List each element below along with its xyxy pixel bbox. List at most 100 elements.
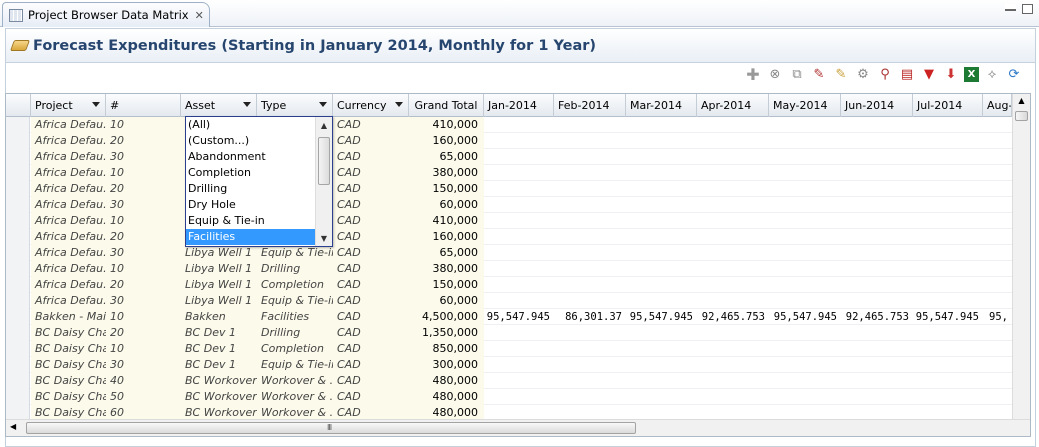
table-row[interactable]: Africa Defau... 30 Libya Well 1 Equip & Tie… (6, 293, 1012, 309)
cell-aug-2014[interactable] (983, 197, 1012, 213)
cell-mar-2014[interactable] (626, 261, 697, 277)
cell-apr-2014[interactable] (697, 293, 769, 309)
edit-icon[interactable]: ✎ (835, 66, 847, 82)
row-header[interactable] (6, 149, 30, 165)
cell-feb-2014[interactable] (554, 357, 626, 373)
cell-aug-2014[interactable] (983, 245, 1012, 261)
cell-feb-2014[interactable] (554, 277, 626, 293)
dropdown-option[interactable]: Completion (188, 166, 252, 179)
cell-number[interactable]: 20 (106, 181, 181, 197)
cell-type[interactable]: Completion (257, 277, 333, 293)
column-header-jan-2014[interactable]: Jan-2014 (484, 94, 554, 117)
cell-number[interactable]: 60 (106, 405, 181, 421)
table-row[interactable]: Africa Defau... 10 CAD 380,000 (6, 165, 1012, 181)
cell-currency[interactable]: CAD (333, 293, 409, 309)
cell-aug-2014[interactable] (983, 261, 1012, 277)
cell-type[interactable]: Workover & ... (257, 373, 333, 389)
cell-apr-2014[interactable] (697, 133, 769, 149)
cell-jul-2014[interactable] (913, 149, 983, 165)
cell-project[interactable]: Africa Defau... (31, 245, 106, 261)
table-row[interactable]: Africa Defau... 30 CAD 65,000 (6, 149, 1012, 165)
cell-currency[interactable]: CAD (333, 245, 409, 261)
cell-may-2014[interactable] (769, 197, 841, 213)
cell-feb-2014[interactable] (554, 213, 626, 229)
cell-jan-2014[interactable] (484, 181, 554, 197)
cell-currency[interactable]: CAD (333, 133, 409, 149)
cell-jul-2014[interactable] (913, 197, 983, 213)
column-header-jul-2014[interactable]: Jul-2014 (913, 94, 983, 117)
cell-currency[interactable]: CAD (333, 117, 409, 133)
cell-jun-2014[interactable] (841, 181, 913, 197)
cell-apr-2014[interactable] (697, 277, 769, 293)
cell-aug-2014[interactable] (983, 165, 1012, 181)
cell-jul-2014[interactable] (913, 341, 983, 357)
cell-apr-2014[interactable] (697, 165, 769, 181)
cell-grand-total[interactable]: 1,350,000 (409, 325, 484, 341)
dropdown-option[interactable]: (Custom...) (188, 134, 250, 147)
cell-jul-2014[interactable] (913, 245, 983, 261)
cell-number[interactable]: 20 (106, 229, 181, 245)
table-row[interactable]: Africa Defau... 10 Libya Well 1 Drilling CAD… (6, 261, 1012, 277)
copy-icon[interactable]: ⧉ (792, 66, 802, 82)
cell-type[interactable]: Completion (257, 341, 333, 357)
cell-jan-2014[interactable] (484, 229, 554, 245)
cell-asset[interactable]: Libya Well 1 (181, 293, 257, 309)
cell-may-2014[interactable] (769, 117, 841, 133)
cell-number[interactable]: 20 (106, 325, 181, 341)
cell-feb-2014[interactable] (554, 293, 626, 309)
cell-currency[interactable]: CAD (333, 373, 409, 389)
cell-number[interactable]: 30 (106, 197, 181, 213)
cell-currency[interactable]: CAD (333, 277, 409, 293)
cell-project[interactable]: Africa Defau... (31, 165, 106, 181)
row-header[interactable] (6, 389, 30, 405)
cell-jul-2014[interactable] (913, 277, 983, 293)
cell-may-2014[interactable] (769, 149, 841, 165)
cell-feb-2014[interactable] (554, 245, 626, 261)
cell-project[interactable]: Africa Defau... (31, 213, 106, 229)
cell-may-2014[interactable] (769, 133, 841, 149)
cell-number[interactable]: 10 (106, 117, 181, 133)
column-header-grand-total[interactable]: Grand Total (409, 94, 484, 117)
find-icon[interactable]: ⚲ (880, 66, 890, 82)
cell-mar-2014[interactable] (626, 197, 697, 213)
row-header[interactable] (6, 405, 30, 421)
table-row[interactable]: Africa Defau... 20 CAD 150,000 (6, 181, 1012, 197)
table-row[interactable]: Bakken - Mai...10BakkenFacilitiesCAD4,50… (6, 309, 1012, 325)
cell-feb-2014[interactable] (554, 373, 626, 389)
cell-feb-2014[interactable] (554, 229, 626, 245)
cell-may-2014[interactable] (769, 277, 841, 293)
cell-grand-total[interactable]: 850,000 (409, 341, 484, 357)
cell-mar-2014[interactable] (626, 357, 697, 373)
cell-apr-2014[interactable] (697, 341, 769, 357)
table-row[interactable]: Africa Defau... 20 CAD 160,000 (6, 229, 1012, 245)
cell-jan-2014[interactable] (484, 197, 554, 213)
excel-icon[interactable]: X (964, 66, 979, 82)
cell-feb-2014[interactable] (554, 341, 626, 357)
table-row[interactable]: Africa Defau... 20 Libya Well 1 Completion C… (6, 277, 1012, 293)
cell-number[interactable]: 10 (106, 165, 181, 181)
cell-type[interactable]: Equip & Tie-in (257, 245, 333, 261)
cell-number[interactable]: 30 (106, 245, 181, 261)
cell-mar-2014[interactable] (626, 277, 697, 293)
cell-feb-2014[interactable] (554, 133, 626, 149)
cell-mar-2014[interactable] (626, 229, 697, 245)
row-header[interactable] (6, 117, 30, 133)
cell-grand-total[interactable]: 160,000 (409, 133, 484, 149)
cell-jan-2014[interactable] (484, 325, 554, 341)
dropdown-option[interactable]: Dry Hole (188, 198, 236, 211)
chevron-down-icon[interactable] (395, 102, 403, 107)
scroll-up-icon[interactable]: ▲ (320, 120, 328, 130)
cell-may-2014[interactable] (769, 373, 841, 389)
cell-jul-2014[interactable] (913, 389, 983, 405)
table-row[interactable]: BC Daisy Chain50BC Workover 2Workover & … (6, 389, 1012, 405)
dropdown-option[interactable]: Drilling (188, 182, 228, 195)
row-header[interactable] (6, 213, 30, 229)
cell-currency[interactable]: CAD (333, 341, 409, 357)
cell-jan-2014[interactable] (484, 245, 554, 261)
cell-number[interactable]: 30 (106, 293, 181, 309)
cell-currency[interactable]: CAD (333, 229, 409, 245)
row-header[interactable] (6, 197, 30, 213)
cell-currency[interactable]: CAD (333, 261, 409, 277)
cell-may-2014[interactable] (769, 229, 841, 245)
vertical-scrollbar[interactable]: ▲ (1012, 94, 1030, 419)
